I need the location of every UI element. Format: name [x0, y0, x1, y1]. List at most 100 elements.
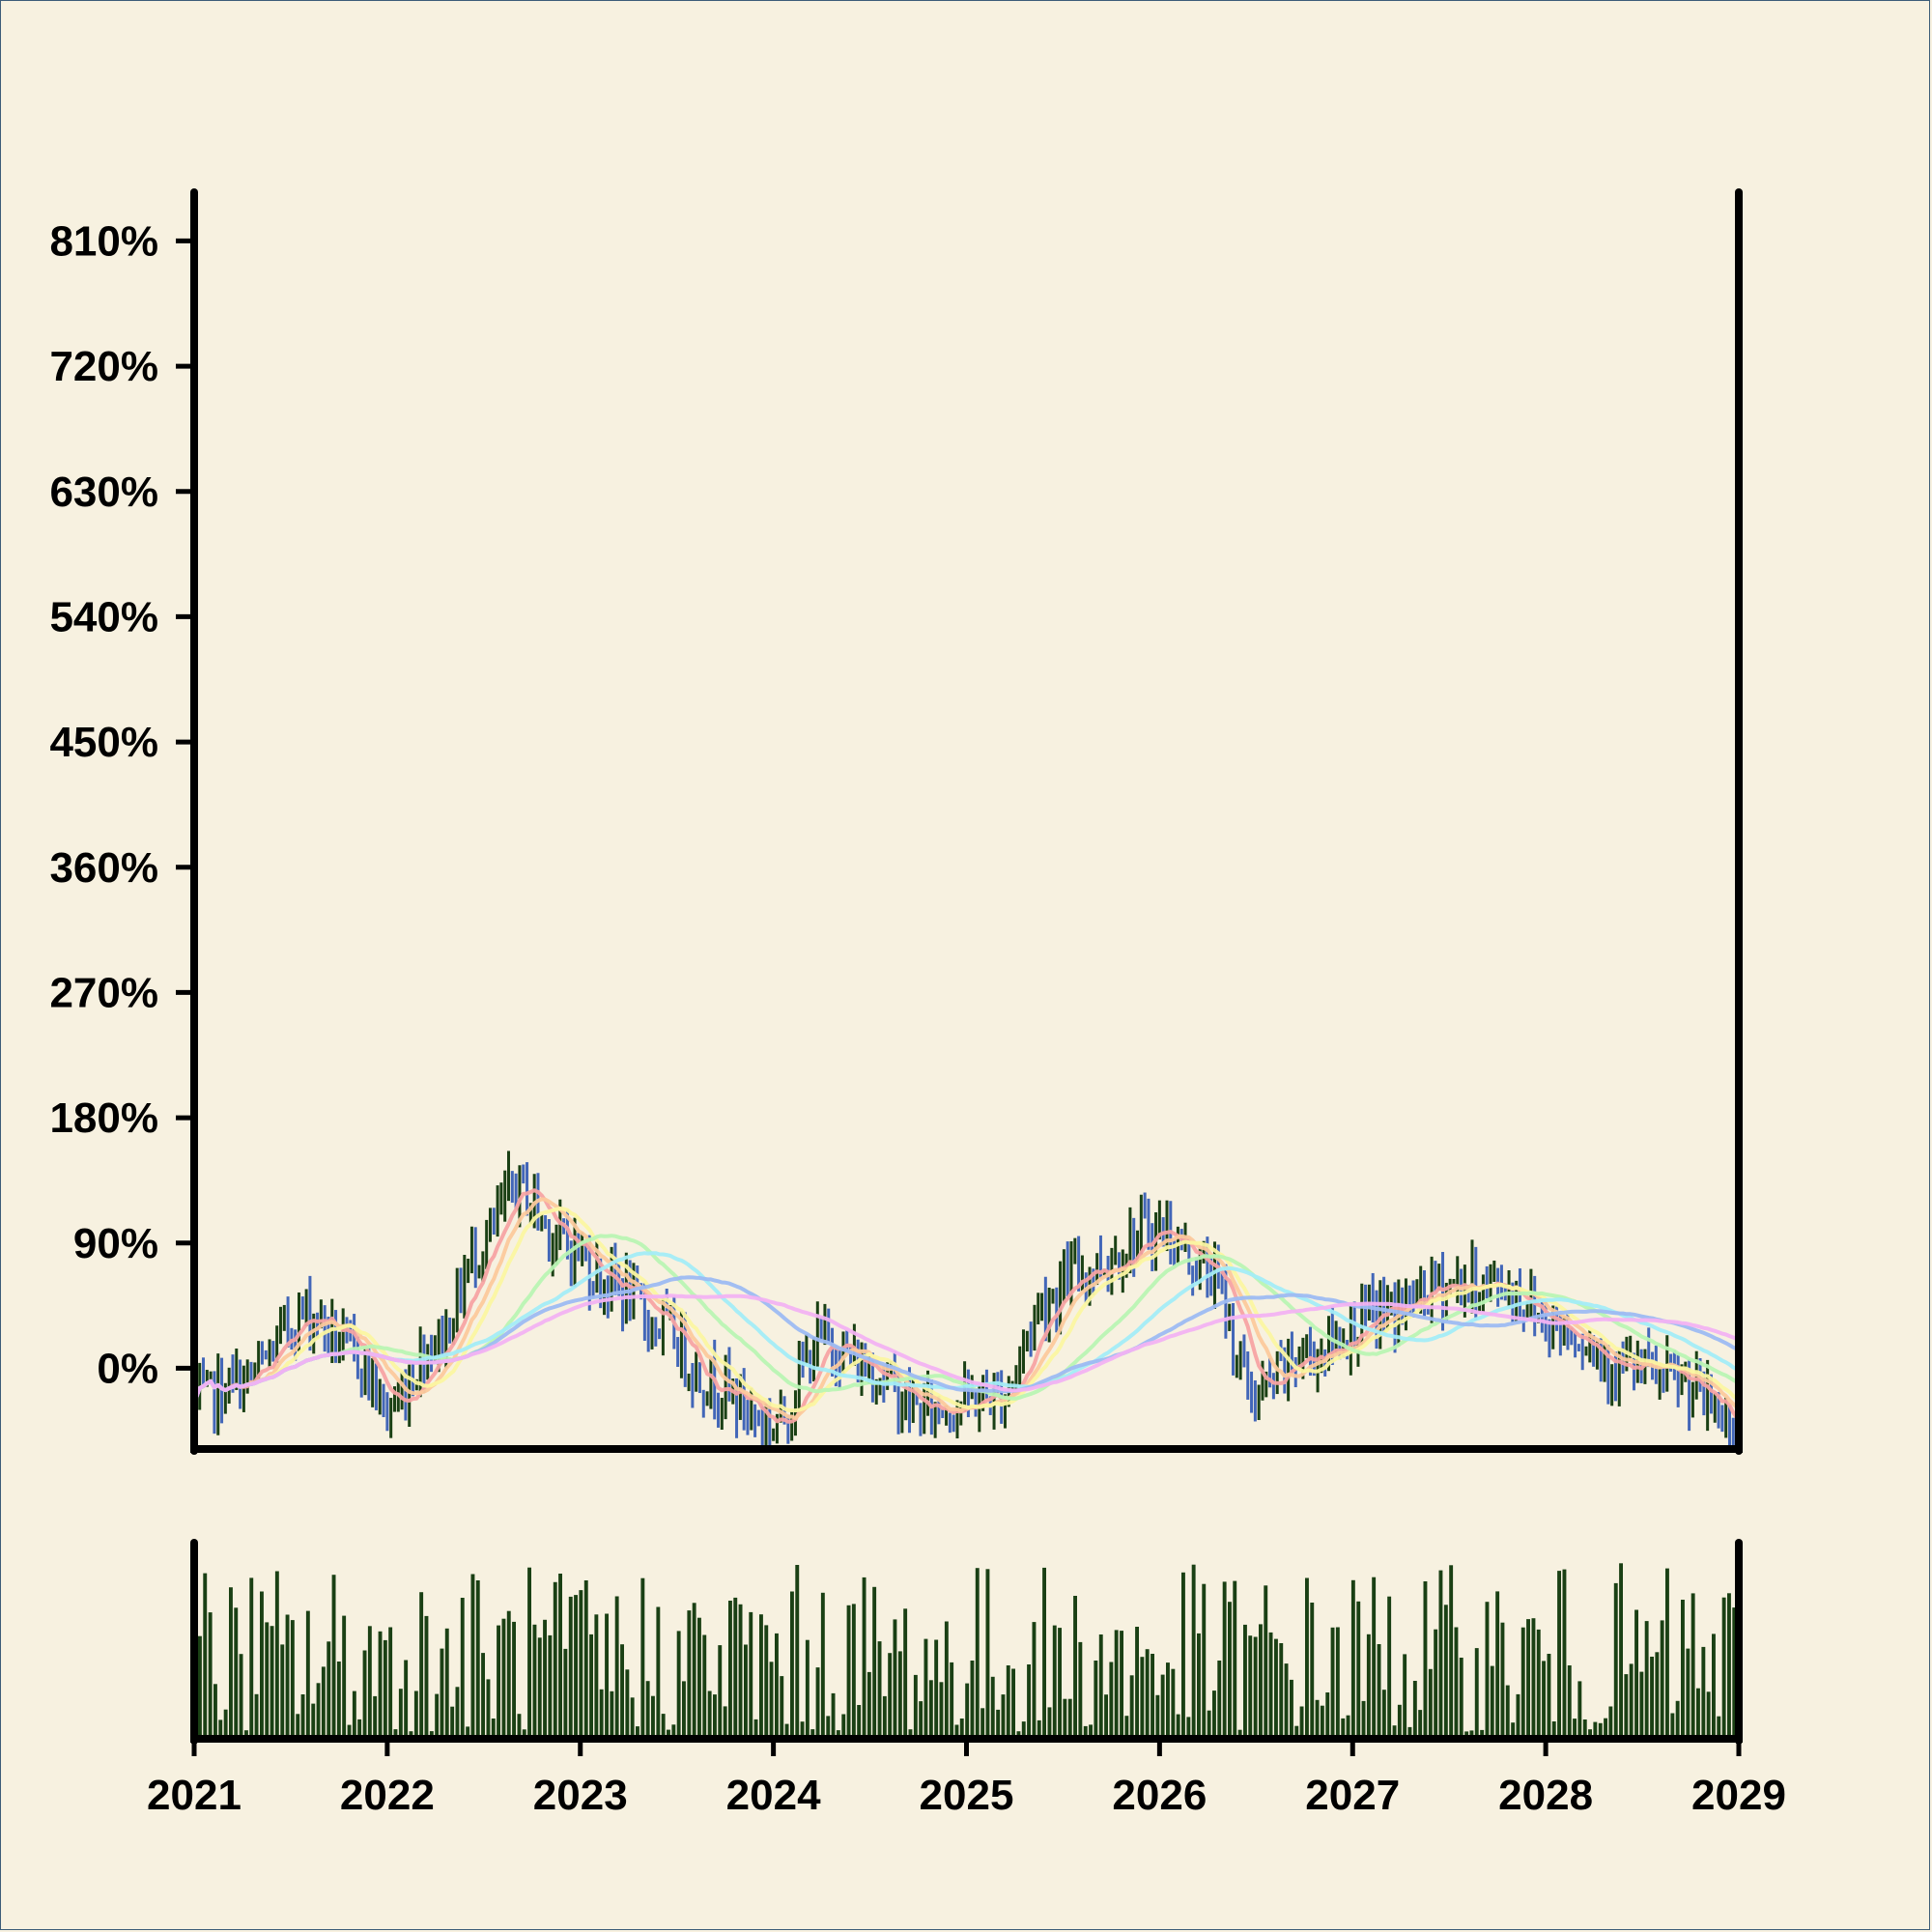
- volume-bar: [1356, 1601, 1361, 1735]
- volume-bar: [466, 1726, 470, 1735]
- volume-bar: [867, 1671, 871, 1735]
- volume-bar: [543, 1619, 547, 1735]
- volume-bar: [1381, 1690, 1386, 1735]
- volume-bar: [1500, 1622, 1505, 1735]
- volume-bar: [548, 1634, 553, 1735]
- volume-bar: [702, 1634, 707, 1735]
- volume-bar: [1372, 1577, 1377, 1735]
- volume-bar: [1104, 1694, 1108, 1735]
- volume-bar: [1547, 1654, 1551, 1735]
- volume-bar: [1124, 1716, 1129, 1735]
- x-tick-label: 2027: [1305, 1772, 1400, 1819]
- volume-bar: [775, 1633, 779, 1735]
- volume-bar: [1520, 1627, 1525, 1735]
- volume-bar: [1712, 1634, 1716, 1735]
- volume-bar: [1341, 1718, 1346, 1735]
- volume-bar: [1670, 1713, 1675, 1735]
- volume-bar: [836, 1730, 840, 1735]
- volume-bar: [589, 1634, 593, 1735]
- volume-bar: [1469, 1730, 1474, 1735]
- volume-bar: [1145, 1649, 1150, 1735]
- volume-bar: [820, 1592, 825, 1735]
- y-tick-label: 450%: [49, 719, 158, 766]
- volume-bar: [1551, 1721, 1556, 1735]
- volume-bar: [1325, 1692, 1330, 1735]
- volume-bar: [583, 1580, 588, 1735]
- volume-bar: [749, 1611, 753, 1735]
- volume-bar: [537, 1637, 542, 1735]
- volume-bar: [636, 1726, 639, 1735]
- volume-bar: [1016, 1731, 1021, 1735]
- volume-bar: [435, 1693, 440, 1735]
- volume-bar: [1573, 1719, 1577, 1735]
- volume-bar: [1310, 1603, 1315, 1735]
- volume-bar: [1346, 1715, 1350, 1735]
- volume-bar: [285, 1614, 290, 1735]
- volume-bar: [610, 1690, 614, 1735]
- volume-bar: [1717, 1716, 1721, 1735]
- volume-bar: [980, 1708, 985, 1735]
- volume-bar: [522, 1729, 526, 1735]
- volume-bar: [1434, 1629, 1438, 1735]
- volume-bar: [553, 1581, 557, 1735]
- volume-bar: [260, 1591, 264, 1735]
- volume-bar: [1197, 1633, 1201, 1735]
- volume-bar: [1701, 1646, 1706, 1735]
- x-tick-label: 2026: [1112, 1772, 1207, 1819]
- volume-bar: [1608, 1706, 1613, 1735]
- volume-bar: [1350, 1579, 1355, 1735]
- volume-bar: [497, 1625, 500, 1735]
- volume-bar: [1686, 1648, 1690, 1735]
- volume-bar: [1243, 1624, 1247, 1735]
- volume-bar: [1186, 1717, 1191, 1735]
- moving-average-line: [194, 1293, 1738, 1399]
- volume-bar: [1067, 1698, 1072, 1735]
- volume-bar: [810, 1729, 815, 1735]
- volume-bar: [1212, 1690, 1216, 1735]
- volume-bar: [501, 1618, 506, 1735]
- volume-bar: [1176, 1714, 1180, 1735]
- volume-bar: [367, 1626, 372, 1735]
- volume-bar: [1423, 1581, 1428, 1735]
- volume-bar: [1047, 1707, 1052, 1735]
- volume-bar: [378, 1631, 383, 1735]
- volume-bar: [908, 1729, 913, 1735]
- volume-bar: [1129, 1675, 1134, 1735]
- volume-bar: [805, 1639, 810, 1735]
- volume-bar: [1222, 1581, 1227, 1735]
- y-tick-label: 180%: [49, 1094, 158, 1142]
- volume-bar: [759, 1614, 763, 1735]
- volume-bar: [1387, 1596, 1392, 1735]
- volume-bar: [481, 1653, 485, 1735]
- volume-bar: [1619, 1563, 1623, 1735]
- volume-bar: [1279, 1643, 1284, 1735]
- volume-bar: [1531, 1618, 1536, 1735]
- volume-bar: [1598, 1722, 1603, 1735]
- volume-bar: [620, 1644, 624, 1735]
- volume-bar: [1604, 1718, 1607, 1735]
- volume-bar: [1202, 1583, 1207, 1735]
- volume-bar: [203, 1573, 208, 1735]
- volume-bar: [419, 1592, 424, 1735]
- volume-bar: [1264, 1585, 1268, 1735]
- volume-bar: [1335, 1627, 1340, 1735]
- volume-bar: [1259, 1624, 1263, 1735]
- volume-bar: [975, 1568, 980, 1735]
- volume-bar: [527, 1567, 531, 1735]
- candlestick-series: [194, 1151, 1739, 1445]
- volume-bar: [1299, 1706, 1304, 1735]
- volume-bar: [316, 1683, 321, 1735]
- volume-bar: [1228, 1602, 1232, 1735]
- volume-bar: [640, 1577, 645, 1735]
- volume-bar: [1567, 1665, 1572, 1735]
- volume-bar: [877, 1641, 882, 1735]
- volume-bar: [357, 1719, 362, 1735]
- volume-bar: [1562, 1569, 1567, 1735]
- volume-bar: [697, 1617, 701, 1735]
- volume-bar: [1582, 1719, 1587, 1735]
- volume-bar: [826, 1716, 831, 1735]
- volume-bar: [218, 1719, 223, 1735]
- volume-bar: [1083, 1725, 1088, 1735]
- volume-bar: [404, 1660, 409, 1735]
- volume-bar: [1160, 1674, 1165, 1735]
